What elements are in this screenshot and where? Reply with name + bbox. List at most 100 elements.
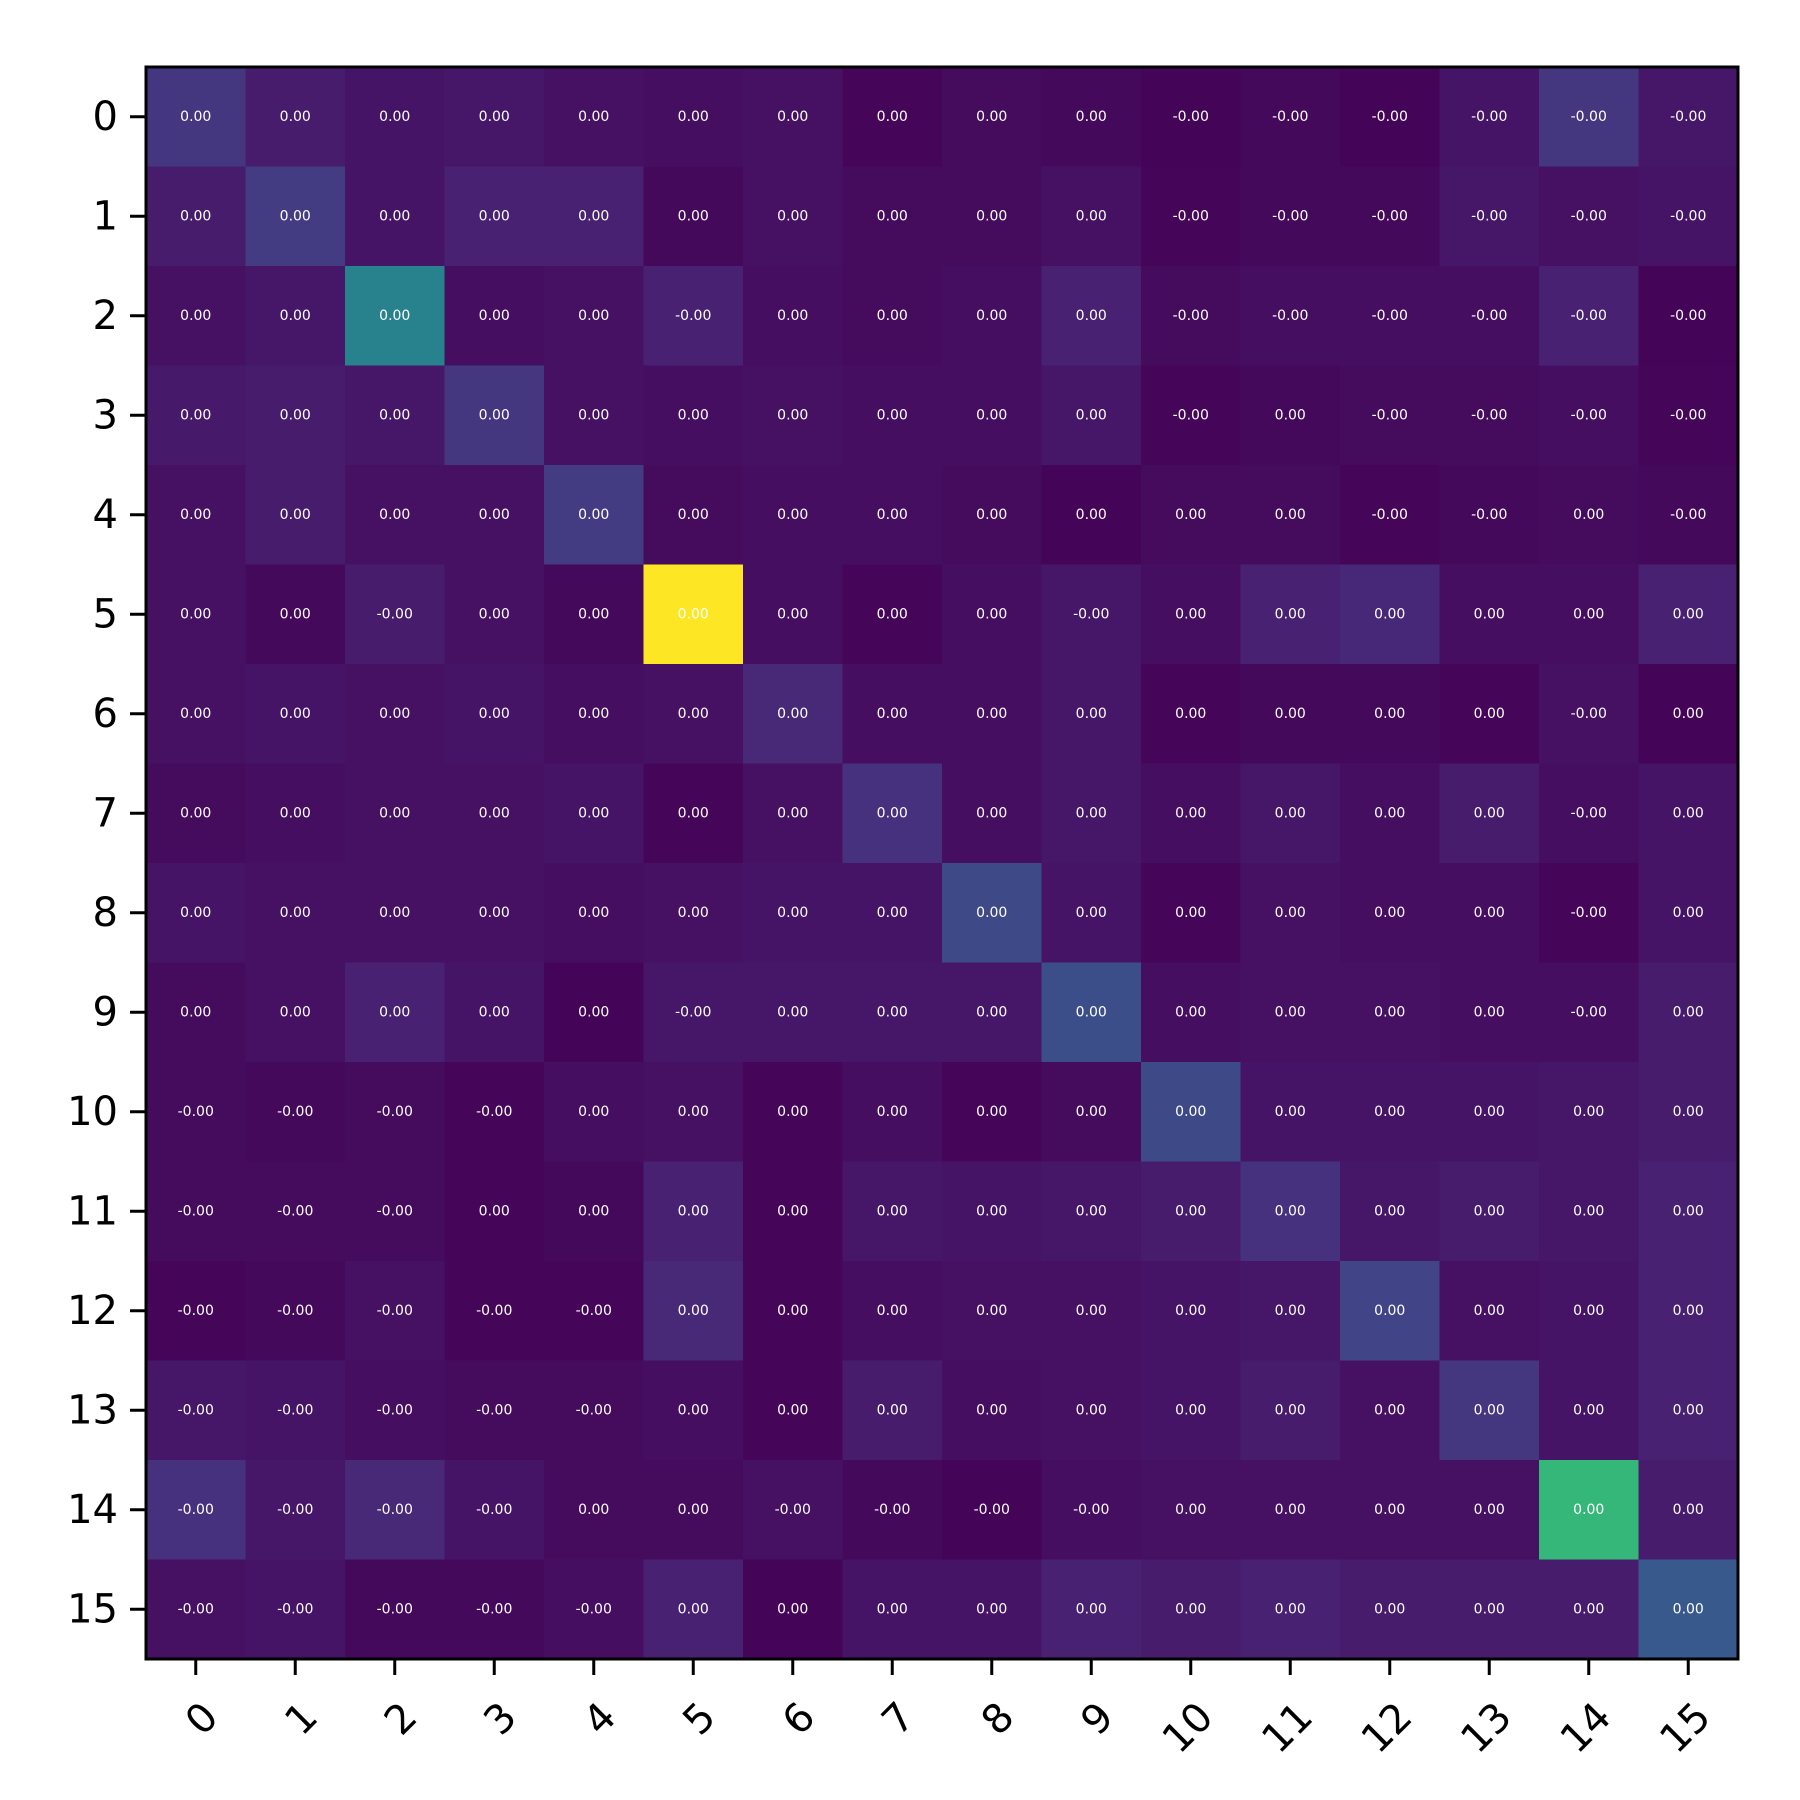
cell-value-label: 0.00 bbox=[877, 109, 908, 125]
cell-value-label: 0.00 bbox=[976, 1004, 1007, 1020]
cell-value-label: 0.00 bbox=[180, 109, 211, 125]
cell-value-label: 0.00 bbox=[1275, 1601, 1306, 1617]
cell-value-label: 0.00 bbox=[777, 1402, 808, 1418]
heatmap-cell bbox=[1340, 763, 1440, 864]
heatmap-cell bbox=[1539, 365, 1639, 466]
heatmap-cell bbox=[1041, 465, 1142, 565]
cell-value-label: -0.00 bbox=[1571, 905, 1607, 921]
heatmap-cell bbox=[444, 465, 545, 565]
cell-value-label: 0.00 bbox=[379, 805, 410, 821]
heatmap-cell bbox=[245, 67, 346, 167]
cell-value-label: 0.00 bbox=[976, 1402, 1007, 1418]
heatmap-cell bbox=[444, 1161, 545, 1262]
cell-value-label: 0.00 bbox=[877, 1601, 908, 1617]
cell-value-label: -0.00 bbox=[974, 1502, 1010, 1518]
heatmap-cell bbox=[842, 1360, 943, 1461]
cell-value-label: -0.00 bbox=[1670, 109, 1706, 125]
cell-value-label: 0.00 bbox=[1175, 1601, 1206, 1617]
cell-value-label: 0.00 bbox=[280, 507, 311, 523]
heatmap-cell bbox=[245, 763, 346, 864]
heatmap-cell bbox=[842, 1261, 943, 1361]
heatmap-cell bbox=[444, 166, 545, 267]
cell-value-label: 0.00 bbox=[976, 109, 1007, 125]
cell-value-label: 0.00 bbox=[777, 308, 808, 324]
heatmap-cell bbox=[345, 266, 445, 366]
cell-value-label: 0.00 bbox=[578, 1203, 609, 1219]
cell-value-label: 0.00 bbox=[578, 208, 609, 224]
heatmap-cell bbox=[743, 365, 843, 466]
heatmap-cell bbox=[245, 1161, 346, 1262]
cell-value-label: 0.00 bbox=[678, 407, 709, 423]
heatmap-cell bbox=[842, 863, 943, 963]
cell-value-label: 0.00 bbox=[479, 407, 510, 423]
cell-value-label: -0.00 bbox=[277, 1601, 313, 1617]
cell-value-label: 0.00 bbox=[777, 1303, 808, 1319]
cell-value-label: -0.00 bbox=[1173, 109, 1209, 125]
heatmap-cell bbox=[444, 962, 545, 1063]
cell-value-label: -0.00 bbox=[1471, 308, 1507, 324]
cell-value-label: -0.00 bbox=[476, 1402, 512, 1418]
cell-value-label: 0.00 bbox=[976, 208, 1007, 224]
cell-value-label: 0.00 bbox=[1175, 1104, 1206, 1120]
heatmap-cell bbox=[1041, 664, 1142, 764]
heatmap-cell bbox=[1340, 1460, 1440, 1560]
heatmap-cell bbox=[245, 863, 346, 963]
heatmap-cell bbox=[1041, 763, 1142, 864]
heatmap-cell bbox=[743, 763, 843, 864]
heatmap-cell bbox=[1439, 1360, 1540, 1461]
heatmap-cell bbox=[743, 266, 843, 366]
cell-value-label: 0.00 bbox=[1573, 1104, 1604, 1120]
cell-value-label: 0.00 bbox=[479, 208, 510, 224]
heatmap-cell bbox=[245, 1360, 346, 1461]
cell-value-label: 0.00 bbox=[280, 1004, 311, 1020]
heatmap-cell bbox=[643, 1460, 744, 1560]
heatmap-cell bbox=[1340, 863, 1440, 963]
cell-value-label: 0.00 bbox=[578, 1502, 609, 1518]
heatmap-cell bbox=[544, 465, 644, 565]
heatmap-cell bbox=[345, 1261, 445, 1361]
heatmap-cell bbox=[345, 962, 445, 1063]
cell-value-label: 0.00 bbox=[1275, 507, 1306, 523]
cell-value-label: 0.00 bbox=[777, 606, 808, 622]
cell-value-label: -0.00 bbox=[1372, 407, 1408, 423]
cell-value-label: 0.00 bbox=[1673, 1004, 1704, 1020]
cell-value-label: -0.00 bbox=[277, 1303, 313, 1319]
cell-value-label: 0.00 bbox=[1673, 1402, 1704, 1418]
cell-value-label: 0.00 bbox=[379, 905, 410, 921]
heatmap-cell bbox=[1439, 365, 1540, 466]
cell-value-label: -0.00 bbox=[178, 1203, 214, 1219]
cell-value-label: 0.00 bbox=[280, 109, 311, 125]
heatmap-cell bbox=[1439, 67, 1540, 167]
y-tick-label: 9 bbox=[93, 989, 118, 1035]
cell-value-label: 0.00 bbox=[678, 706, 709, 722]
heatmap-cell bbox=[544, 67, 644, 167]
heatmap-cell bbox=[743, 664, 843, 764]
cell-value-label: 0.00 bbox=[1374, 1004, 1405, 1020]
cell-value-label: 0.00 bbox=[976, 1203, 1007, 1219]
heatmap-cell bbox=[743, 67, 843, 167]
heatmap-cell bbox=[245, 266, 346, 366]
heatmap-cell bbox=[345, 67, 445, 167]
heatmap-cell bbox=[1240, 962, 1341, 1063]
cell-value-label: 0.00 bbox=[1374, 805, 1405, 821]
cell-value-label: 0.00 bbox=[578, 606, 609, 622]
cell-value-label: 0.00 bbox=[877, 507, 908, 523]
cell-value-label: 0.00 bbox=[777, 208, 808, 224]
cell-value-label: 0.00 bbox=[578, 805, 609, 821]
cell-value-label: 0.00 bbox=[1275, 1203, 1306, 1219]
cell-value-label: 0.00 bbox=[877, 805, 908, 821]
heatmap-cell bbox=[1340, 962, 1440, 1063]
cell-value-label: 0.00 bbox=[280, 606, 311, 622]
heatmap-cell bbox=[743, 1062, 843, 1162]
cell-value-label: 0.00 bbox=[1275, 407, 1306, 423]
heatmap-cell bbox=[245, 166, 346, 267]
heatmap-cell bbox=[1539, 1360, 1639, 1461]
heatmap-cell bbox=[1041, 365, 1142, 466]
heatmap-cell bbox=[146, 863, 246, 963]
heatmap-cell bbox=[1638, 1261, 1739, 1361]
heatmap-cell bbox=[444, 863, 545, 963]
heatmap-cell bbox=[1240, 465, 1341, 565]
heatmap-cell bbox=[1240, 1161, 1341, 1262]
heatmap-cell bbox=[1439, 1559, 1540, 1660]
y-tick-label: 8 bbox=[93, 890, 118, 936]
